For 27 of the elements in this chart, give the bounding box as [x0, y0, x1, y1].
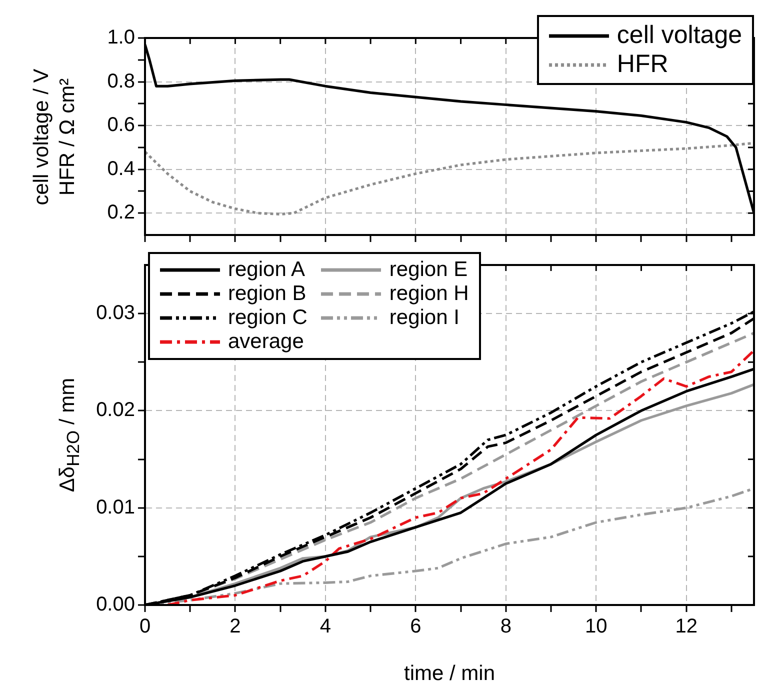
legend-label: region H — [389, 282, 469, 306]
y-tick-label: 1.0 — [107, 26, 135, 49]
x-tick-label: 4 — [320, 616, 332, 638]
y-tick-label: 0.02 — [96, 399, 135, 422]
legend-label: region C — [228, 306, 308, 330]
legend-label: region I — [389, 306, 460, 330]
y-tick-label: 0.6 — [107, 114, 135, 136]
legend-label: region E — [389, 258, 468, 282]
legend-label: cell voltage — [616, 21, 742, 50]
x-axis-title: time / min — [404, 662, 496, 686]
y-tick-label: 0.2 — [107, 202, 135, 224]
x-tick-label: 2 — [230, 616, 241, 638]
legend-label: region A — [228, 258, 306, 282]
x-tick-label: 10 — [584, 616, 608, 638]
y-tick-label: 0.8 — [107, 70, 135, 92]
y-tick-label: 0.01 — [96, 496, 135, 518]
legend-label: HFR — [616, 50, 668, 79]
y-tick-label: 0.00 — [96, 594, 135, 616]
x-tick-label: 6 — [410, 616, 422, 638]
x-tick-label: 12 — [675, 616, 698, 638]
y-tick-label: 0.4 — [107, 158, 135, 180]
x-tick-label: 8 — [500, 616, 512, 638]
x-tick-label: 0 — [139, 616, 151, 638]
y-axis-title: cell voltage / V HFR / Ω cm² — [28, 68, 80, 205]
y-tick-label: 0.03 — [96, 302, 135, 324]
legend-label: average — [228, 330, 304, 354]
legend-label: region B — [228, 282, 306, 306]
